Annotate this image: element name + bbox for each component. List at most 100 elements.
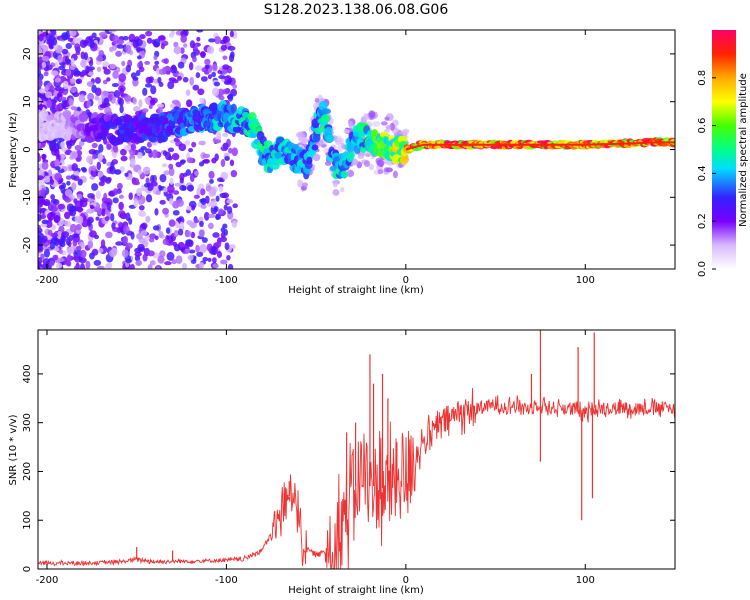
- spectrogram-speckle: [46, 99, 53, 109]
- spectrogram-speckle: [137, 55, 142, 60]
- spectrogram-speckle: [143, 166, 151, 175]
- spectrogram-speckle: [402, 128, 410, 134]
- spectrogram-speckle: [108, 94, 113, 102]
- spectrogram-speckle: [80, 59, 87, 68]
- spectrogram-speckle: [196, 36, 201, 42]
- spectrogram-speckle: [69, 223, 77, 233]
- spectrogram-speckle: [72, 239, 78, 247]
- spectrogram-speckle: [54, 86, 63, 92]
- spectrogram-speckle: [198, 261, 205, 269]
- spectrogram-speckle: [222, 223, 228, 229]
- spectrogram-speckle: [162, 238, 170, 246]
- spectrogram-speckle: [94, 76, 101, 84]
- spectrogram-speckle: [160, 43, 165, 50]
- spectrogram-speckle: [53, 214, 61, 223]
- spectrogram-speckle: [168, 167, 175, 177]
- spectrogram-speckle: [189, 76, 194, 86]
- spectrogram-speckle: [38, 175, 44, 181]
- spectrogram-speckle: [149, 98, 156, 106]
- spectrogram-speckle: [208, 38, 216, 43]
- spectrogram-speckle: [171, 259, 177, 265]
- spectrogram-speckle: [79, 265, 86, 269]
- snr-xlabel: Height of straight line (km): [288, 585, 424, 596]
- spectrogram-speckle: [110, 213, 115, 222]
- spectrogram-speckle: [144, 182, 151, 188]
- 1-xtick-label: -200: [36, 575, 59, 586]
- spectrogram-speckle: [43, 71, 49, 77]
- spectrogram-speckle: [220, 44, 228, 51]
- spectrogram-speckle: [112, 188, 119, 196]
- spectrogram-speckle: [69, 30, 77, 37]
- spectrogram-speckle: [111, 82, 119, 88]
- spectrogram-speckle: [90, 165, 97, 172]
- spectrogram-speckle-group: [38, 30, 675, 269]
- spectrogram-ridge-blob: [230, 103, 237, 114]
- spectrogram-speckle: [218, 208, 224, 215]
- spectrogram-speckle: [41, 219, 49, 225]
- spectrogram-speckle: [102, 158, 107, 165]
- spectrogram-speckle: [101, 208, 106, 217]
- snr-ylabel: SNR (10 * v/v): [8, 414, 19, 485]
- spectrogram-speckle: [58, 249, 64, 255]
- spectrogram-speckle: [202, 257, 209, 262]
- spectrogram-speckle: [88, 148, 97, 155]
- spectrogram-speckle: [61, 182, 67, 189]
- spectrogram-speckle: [105, 231, 113, 239]
- spectrogram-speckle: [52, 37, 58, 46]
- spectrogram-speckle: [146, 37, 153, 44]
- 0-ytick-label: -20: [22, 237, 33, 253]
- spectrogram-speckle: [96, 66, 102, 73]
- spectrogram-speckle: [172, 79, 179, 84]
- spectrogram-speckle: [38, 73, 44, 81]
- spectrogram-speckle: [56, 257, 65, 263]
- spectrogram-speckle: [97, 170, 104, 177]
- spectrogram-speckle: [41, 161, 49, 170]
- spectrogram-speckle: [46, 212, 55, 221]
- spectrogram-ridge-blob: [38, 120, 44, 128]
- spectrogram-speckle: [368, 163, 375, 171]
- spectrogram-speckle: [66, 180, 71, 186]
- spectrogram-speckle: [144, 83, 153, 88]
- spectrogram-speckle: [74, 144, 82, 152]
- spectrogram-speckle: [129, 149, 136, 156]
- spectrogram-speckle: [138, 66, 145, 73]
- spectrogram-speckle: [85, 65, 90, 74]
- spectrogram-speckle: [180, 159, 186, 164]
- spectrogram-speckle: [45, 91, 53, 99]
- spectrogram-speckle: [138, 205, 145, 211]
- spectrogram-speckle: [66, 254, 72, 263]
- spectrogram-speckle: [223, 204, 228, 211]
- spectrogram-speckle: [210, 246, 218, 256]
- spectrogram-speckle: [63, 220, 69, 226]
- spectrogram-speckle: [204, 58, 211, 65]
- spectrogram-speckle: [332, 189, 340, 196]
- snr-line-group: [38, 330, 675, 569]
- spectrogram-speckle: [135, 47, 144, 52]
- spectrogram-speckle: [106, 202, 112, 211]
- spectrogram-speckle: [220, 236, 227, 243]
- spectrogram-speckle: [40, 253, 45, 260]
- spectrogram-speckle: [212, 232, 220, 238]
- spectrogram-speckle: [380, 121, 388, 126]
- spectrogram-speckle: [129, 263, 135, 269]
- spectrogram-speckle: [136, 187, 143, 197]
- spectrogram-speckle: [64, 197, 71, 203]
- spectrogram-speckle: [145, 76, 153, 84]
- spectrogram-speckle: [209, 178, 214, 184]
- spectrogram-speckle: [91, 84, 97, 94]
- 0-xtick-label: -200: [36, 275, 59, 286]
- colorbar-tick-label: 0.4: [697, 165, 708, 181]
- spectrogram-speckle: [226, 254, 231, 261]
- spectrogram-speckle: [65, 68, 72, 77]
- spectrogram-speckle: [215, 213, 220, 220]
- spectrogram-speckle: [121, 249, 129, 258]
- spectrogram-speckle: [118, 73, 127, 83]
- spectrogram-speckle: [38, 88, 46, 94]
- spectrogram-speckle: [98, 247, 104, 253]
- 1-xtick-label: -100: [215, 575, 238, 586]
- spectrogram-speckle: [145, 215, 151, 223]
- spectrogram-speckle: [176, 76, 182, 81]
- spectrogram-speckle: [87, 92, 95, 102]
